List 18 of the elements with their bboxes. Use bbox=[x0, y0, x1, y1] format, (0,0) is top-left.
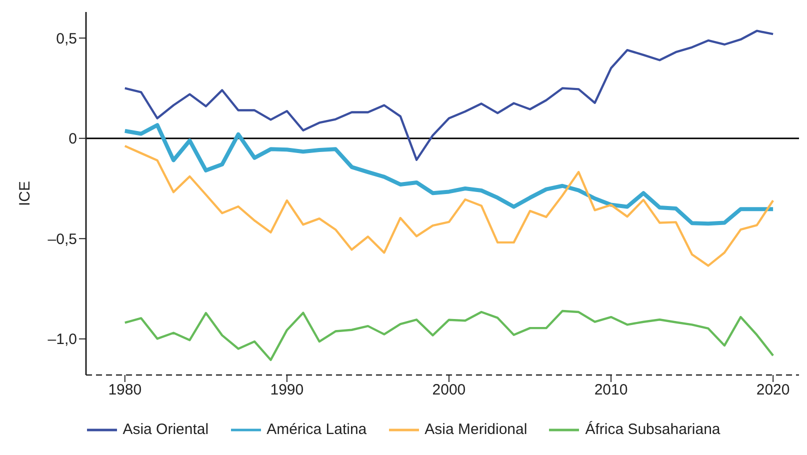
x-tick-label: 1990 bbox=[270, 382, 304, 399]
line-series bbox=[124, 144, 774, 267]
y-tick-label: 0 bbox=[68, 130, 77, 148]
y-tick-label: –1,0 bbox=[48, 331, 77, 348]
y-tick-label: 0,5 bbox=[56, 30, 77, 48]
x-tick-label: 2010 bbox=[594, 382, 628, 399]
legend-label: África Subsahariana bbox=[585, 421, 720, 438]
y-tick-label: –0,5 bbox=[48, 230, 77, 248]
line-series bbox=[124, 310, 774, 362]
line-series bbox=[122, 123, 776, 226]
line-series bbox=[124, 30, 774, 161]
legend-label: América Latina bbox=[266, 421, 367, 438]
x-tick-label: 2020 bbox=[756, 382, 790, 399]
x-tick-label: 2000 bbox=[432, 382, 466, 399]
legend-label: Asia Oriental bbox=[122, 421, 209, 438]
legend-label: Asia Meridional bbox=[424, 421, 528, 438]
y-axis-title: ICE bbox=[16, 180, 34, 206]
x-tick-label: 1980 bbox=[108, 382, 142, 399]
